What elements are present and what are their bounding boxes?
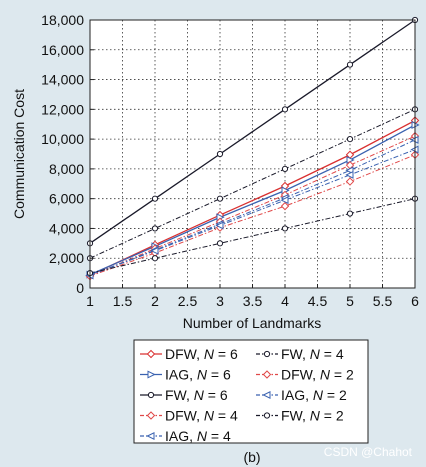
legend-marker-7 [262,390,271,400]
x-tick-label: 4.5 [308,293,328,309]
y-tick-label: 10,000 [41,131,84,147]
x-axis-label: Number of Landmarks [183,315,322,331]
legend-entry-4: IAG, N = 4 [165,428,231,444]
x-axis-ticks: 1 1.5 2 2.5 3 3.5 4 4.5 5 5.5 6 [86,284,419,309]
legend-entry-1: IAG, N = 6 [165,367,231,383]
y-tick-label: 6,000 [49,191,84,207]
series-line-5 [89,108,416,259]
y-tick-label: 4,000 [49,220,84,236]
legend-entry-5: FW, N = 4 [281,346,344,362]
y-axis-ticks: 0 2,000 4,000 6,000 8,000 10,000 12,000 14,000 1… [41,12,94,296]
x-tick-label: 1.5 [113,293,133,309]
series-lines [89,19,416,277]
legend-marker-0 [146,349,156,359]
legend-marker-5 [263,350,271,358]
legend-entry-3: DFW, N = 4 [165,408,238,424]
data-point-5-1 [151,225,159,232]
y-tick-label: 0 [76,280,84,296]
data-point-7-1 [150,246,159,255]
data-point-7-2 [215,221,224,230]
legend: DFW, N = 6 FW, N = 4 IAG, N = 6 DFW, N = 2 F… [133,339,369,444]
x-tick-label: 5 [346,293,354,309]
data-point-8-2 [216,240,224,247]
legend-entry-6: DFW, N = 2 [281,367,354,383]
legend-entry-2: FW, N = 6 [165,387,228,403]
y-tick-label: 12,000 [41,101,84,117]
series-line-0 [89,119,416,276]
legend-marker-4 [146,431,155,441]
legend-marker-2 [147,391,155,399]
series-line-1 [89,124,416,276]
data-point-8-3 [281,225,289,232]
data-point-8-4 [346,210,354,217]
series-line-6 [89,154,416,277]
y-axis-label: Communication Cost [11,89,27,219]
series-line-2 [89,19,416,244]
series-line-3 [89,135,416,277]
x-tick-label: 3.5 [243,293,263,309]
y-tick-label: 8,000 [49,161,84,177]
legend-marker-6 [262,370,272,379]
data-point-5-2 [216,195,224,202]
data-point-2-4 [346,61,354,68]
data-point-6-4 [345,177,355,186]
legend-box [133,339,369,444]
x-tick-label: 5.5 [373,293,393,309]
y-tick-label: 16,000 [41,42,84,58]
legend-marker-8 [263,412,271,419]
x-tick-label: 6 [411,293,419,309]
x-tick-label: 2 [151,293,159,309]
watermark: CSDN @Chahot [324,445,413,459]
data-point-7-4 [345,170,354,179]
data-point-5-3 [281,165,289,172]
data-point-2-1 [151,195,159,202]
subfigure-caption: (b) [243,449,260,465]
legend-marker-3 [146,411,156,420]
legend-entry-0: DFW, N = 6 [165,346,238,362]
legend-entry-7: IAG, N = 2 [281,387,347,403]
data-point-2-3 [281,106,289,113]
y-tick-label: 18,000 [41,12,84,28]
legend-marker-1 [147,370,156,379]
x-tick-label: 1 [86,293,94,309]
legend-entry-8: FW, N = 2 [281,408,344,424]
data-point-7-3 [280,196,289,205]
data-point-8-1 [151,255,159,262]
y-tick-label: 2,000 [49,250,84,266]
x-tick-label: 4 [281,293,289,309]
x-tick-label: 2.5 [178,293,198,309]
data-point-5-4 [346,136,354,143]
series-line-8 [89,198,416,274]
y-tick-label: 14,000 [41,72,84,88]
data-point-6-3 [280,201,290,211]
data-point-2-2 [216,150,224,158]
x-tick-label: 3 [216,293,224,309]
